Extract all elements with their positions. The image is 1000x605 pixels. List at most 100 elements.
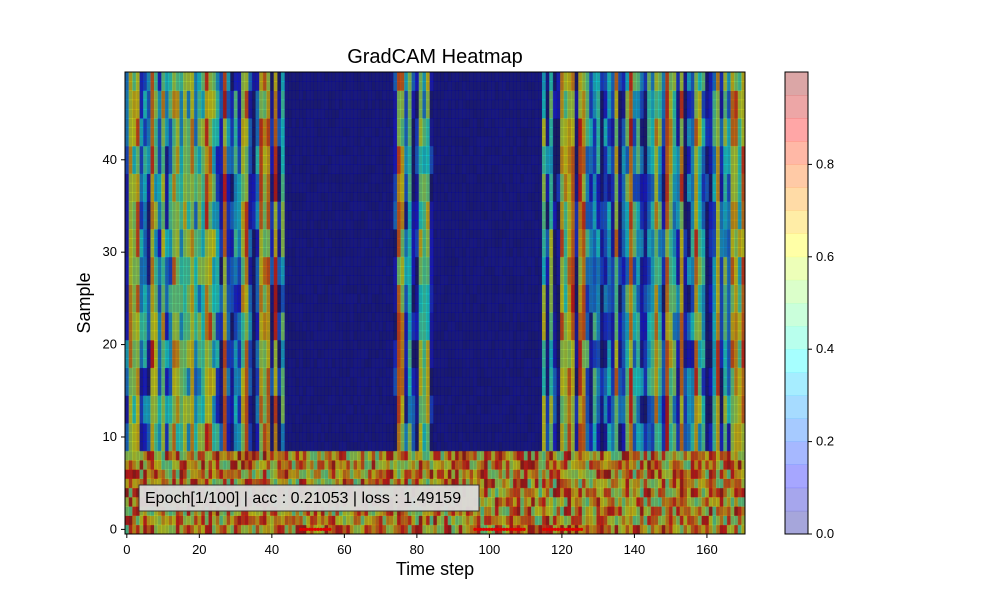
heatmap-cell bbox=[560, 275, 565, 285]
heatmap-cell bbox=[538, 524, 543, 535]
heatmap-cell bbox=[237, 395, 242, 406]
heatmap-cell bbox=[512, 469, 517, 479]
heatmap-cell bbox=[502, 460, 507, 470]
heatmap-cell bbox=[183, 293, 188, 304]
heatmap-cell bbox=[407, 478, 412, 489]
heatmap-cell bbox=[226, 293, 231, 304]
heatmap-cell bbox=[447, 312, 452, 322]
heatmap-cell bbox=[375, 358, 380, 369]
heatmap-cell bbox=[654, 349, 659, 359]
heatmap-cell bbox=[338, 395, 343, 406]
heatmap-cell bbox=[527, 330, 532, 341]
heatmap-cell bbox=[502, 423, 507, 433]
heatmap-cell bbox=[422, 376, 427, 387]
heatmap-cell bbox=[389, 515, 394, 526]
heatmap-cell bbox=[607, 432, 612, 442]
heatmap-cell bbox=[197, 478, 202, 489]
heatmap-cell bbox=[382, 460, 387, 470]
heatmap-cell bbox=[154, 478, 159, 489]
heatmap-cell bbox=[125, 386, 130, 396]
heatmap-cell bbox=[197, 441, 202, 452]
heatmap-cell bbox=[465, 266, 470, 276]
heatmap-cell bbox=[643, 524, 648, 535]
heatmap-cell bbox=[512, 284, 517, 295]
heatmap-cell bbox=[451, 376, 456, 387]
heatmap-cell bbox=[237, 321, 242, 332]
heatmap-cell bbox=[346, 275, 351, 285]
heatmap-cell bbox=[270, 321, 275, 332]
heatmap-cell bbox=[668, 515, 673, 526]
heatmap-cell bbox=[690, 515, 695, 526]
heatmap-cell bbox=[520, 367, 525, 378]
heatmap-cell bbox=[422, 478, 427, 489]
heatmap-cell bbox=[610, 358, 615, 369]
heatmap-cell bbox=[686, 293, 692, 304]
heatmap-cell bbox=[647, 293, 652, 304]
heatmap-cell bbox=[262, 450, 267, 461]
heatmap-cell bbox=[411, 460, 416, 470]
heatmap-cell bbox=[726, 404, 731, 415]
heatmap-cell bbox=[502, 321, 507, 332]
heatmap-cell bbox=[324, 395, 329, 406]
heatmap-cell bbox=[487, 487, 492, 498]
heatmap-cell bbox=[628, 423, 634, 433]
heatmap-cell bbox=[168, 404, 173, 415]
heatmap-cell bbox=[172, 367, 177, 378]
heatmap-cell bbox=[607, 515, 612, 526]
heatmap-cell bbox=[643, 266, 648, 276]
heatmap-cell bbox=[523, 515, 528, 526]
heatmap-cell bbox=[396, 339, 401, 350]
heatmap-cell bbox=[665, 413, 670, 424]
heatmap-cell bbox=[208, 275, 213, 285]
heatmap-cell bbox=[676, 321, 681, 332]
heatmap-cell bbox=[262, 284, 267, 295]
heatmap-cell bbox=[270, 349, 275, 359]
heatmap-cell bbox=[338, 321, 343, 332]
heatmap-cell bbox=[654, 506, 659, 516]
heatmap-cell bbox=[404, 515, 409, 526]
heatmap-cell bbox=[306, 266, 311, 276]
heatmap-cell bbox=[248, 423, 253, 433]
heatmap-cell bbox=[150, 395, 155, 406]
heatmap-cell bbox=[295, 423, 300, 433]
heatmap-cell bbox=[237, 358, 242, 369]
heatmap-cell bbox=[737, 367, 742, 378]
heatmap-cell bbox=[516, 423, 521, 433]
heatmap-cell bbox=[599, 478, 604, 489]
heatmap-cell bbox=[164, 321, 169, 332]
heatmap-cell bbox=[255, 432, 260, 442]
heatmap-cell bbox=[150, 349, 155, 359]
heatmap-cell bbox=[494, 284, 499, 295]
heatmap-cell bbox=[270, 423, 275, 433]
heatmap-cell bbox=[589, 266, 594, 276]
heatmap-cell bbox=[212, 266, 217, 276]
heatmap-cell bbox=[581, 321, 586, 332]
heatmap-cell bbox=[737, 266, 742, 276]
heatmap-cell bbox=[607, 506, 612, 516]
heatmap-cell bbox=[469, 303, 474, 313]
heatmap-cell bbox=[509, 339, 514, 350]
heatmap-cell bbox=[657, 284, 663, 295]
heatmap-cell bbox=[375, 339, 380, 350]
heatmap-cell bbox=[179, 413, 184, 424]
heatmap-cell bbox=[338, 524, 343, 535]
heatmap-cell bbox=[400, 404, 405, 415]
heatmap-cell bbox=[324, 469, 329, 479]
heatmap-cell bbox=[360, 358, 365, 369]
heatmap-cell bbox=[226, 275, 231, 285]
heatmap-cell bbox=[393, 395, 398, 406]
heatmap-cell bbox=[273, 524, 278, 535]
heatmap-cell bbox=[172, 386, 177, 396]
heatmap-cell bbox=[201, 395, 206, 406]
heatmap-cell bbox=[125, 339, 130, 350]
heatmap-cell bbox=[523, 275, 528, 285]
heatmap-cell bbox=[679, 469, 684, 479]
heatmap-cell bbox=[654, 330, 659, 341]
heatmap-cell bbox=[161, 293, 166, 304]
heatmap-cell bbox=[618, 303, 623, 313]
heatmap-cell bbox=[266, 367, 271, 378]
heatmap-cell bbox=[407, 423, 412, 433]
heatmap-cell bbox=[172, 469, 177, 479]
heatmap-cell bbox=[483, 469, 488, 479]
heatmap-cell bbox=[277, 275, 282, 285]
